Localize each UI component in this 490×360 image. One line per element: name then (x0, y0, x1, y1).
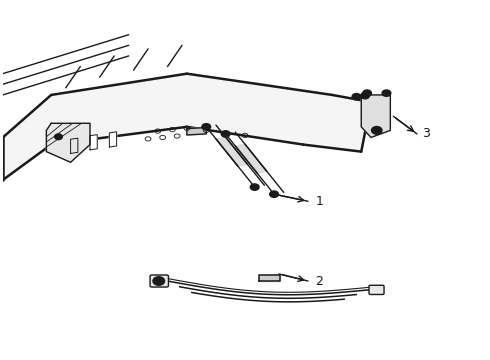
FancyBboxPatch shape (150, 275, 169, 287)
Circle shape (352, 94, 361, 100)
Circle shape (382, 90, 391, 96)
Polygon shape (235, 144, 267, 173)
Polygon shape (71, 138, 78, 153)
Polygon shape (90, 135, 97, 150)
Text: 2: 2 (315, 275, 323, 288)
Text: 1: 1 (315, 195, 323, 208)
Circle shape (250, 184, 259, 190)
Circle shape (371, 127, 382, 134)
Circle shape (270, 191, 278, 197)
Circle shape (202, 123, 211, 130)
Polygon shape (259, 275, 280, 281)
Circle shape (363, 90, 371, 96)
Polygon shape (216, 137, 247, 166)
Circle shape (54, 134, 62, 140)
Polygon shape (3, 74, 371, 180)
Circle shape (361, 93, 369, 99)
Text: 3: 3 (422, 127, 430, 140)
FancyBboxPatch shape (369, 285, 384, 294)
Circle shape (221, 131, 230, 137)
Circle shape (153, 277, 165, 285)
Polygon shape (47, 123, 90, 162)
Polygon shape (109, 132, 117, 147)
Polygon shape (361, 95, 391, 138)
Polygon shape (187, 127, 206, 135)
